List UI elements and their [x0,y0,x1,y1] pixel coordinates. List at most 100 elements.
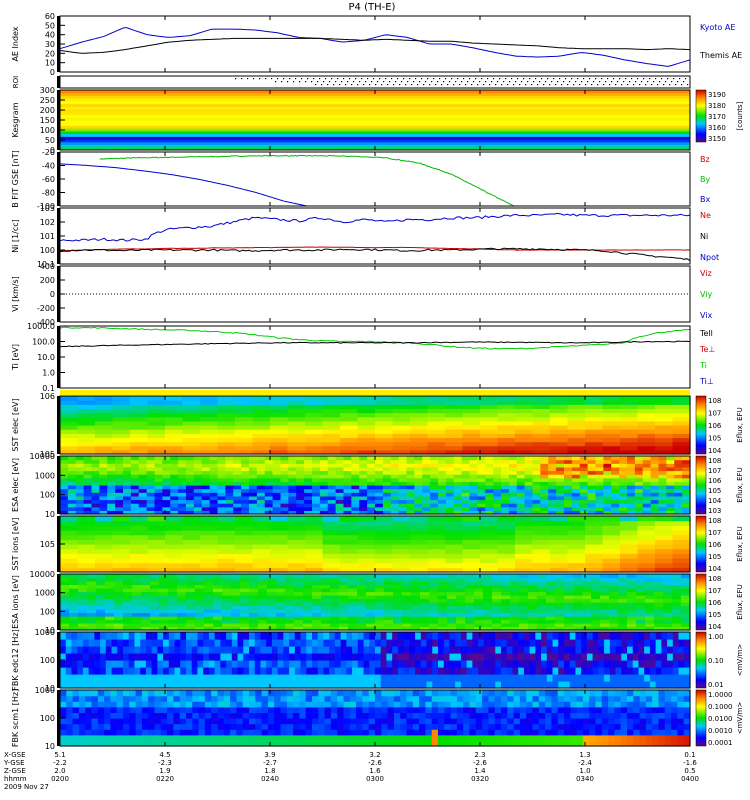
heatmap-cell [438,495,447,501]
heatmap-cell [112,520,131,526]
roi-dot [533,81,535,83]
heatmap-cell [672,558,691,564]
heatmap-cell [200,548,219,554]
heatmap-cell [77,396,96,401]
heatmap-cell [582,612,592,617]
heatmap-cell [510,609,520,614]
heatmap-cell [585,534,604,540]
heatmap-cell [213,623,223,628]
heatmap-cell [359,459,368,464]
heatmap-cell [548,503,557,508]
heatmap-cell [60,510,69,515]
heatmap-cell [168,605,178,610]
heatmap-cell [322,408,341,414]
heatmap-cell [340,429,359,434]
heatmap-cell [666,510,675,515]
heatmap-cell [618,623,628,628]
heatmap-cell [532,474,541,479]
heatmap-cell [681,577,691,582]
heatmap-cell [537,584,547,589]
heatmap-cell [682,488,691,493]
heatmap-cell [375,459,384,464]
heatmap-cell [564,660,571,668]
heatmap-cell [603,506,612,511]
heatmap-cell [634,485,644,490]
roi-dot [307,78,309,80]
colorbar-label: Eflux, EFU [736,526,744,561]
heatmap-cell [168,598,178,603]
heatmap-cell [663,598,673,603]
heatmap-cell [541,639,548,647]
roi-dot [455,81,457,83]
heatmap-cell [130,567,149,573]
heatmap-cell [658,477,667,482]
heatmap-cell [280,470,289,475]
heatmap-cell [497,441,516,447]
colorbar-tick-label: 106 [708,422,722,430]
heatmap-cell [60,441,79,447]
heatmap-cell [321,574,331,579]
heatmap-cell [478,646,485,654]
heatmap-cell [334,660,342,668]
heatmap-cell [483,632,491,640]
heatmap-cell [95,525,114,531]
heatmap-cell [231,612,241,617]
heatmap-cell [420,653,428,661]
heatmap-cell [510,595,520,600]
heatmap-cell [600,619,610,624]
heatmap-cell [667,632,674,640]
heatmap-cell [384,584,394,589]
heatmap-cell [369,632,376,640]
heatmap-cell [515,445,534,451]
heatmap-cell [69,595,79,600]
heatmap-cell [357,412,376,418]
heatmap-cell [91,463,100,468]
heatmap-cell [66,718,74,725]
heatmap-cell [178,459,187,464]
heatmap-cell [123,584,133,589]
heatmap-cell [611,456,620,461]
heatmap-cell [591,623,601,628]
heatmap-cell [392,639,399,647]
heatmap-cell [287,562,306,568]
heatmap-cell [319,488,329,493]
heatmap-cell [550,520,569,526]
heatmap-cell [532,553,551,559]
colorbar-label: Eflux, EFU [736,584,744,619]
heatmap-cell [472,681,479,689]
heatmap-cell [591,598,601,603]
heatmap-cell [462,420,481,426]
roi-dot [325,78,327,80]
heatmap-cell [148,718,156,725]
heatmap-cell [681,605,691,610]
heatmap-cell [540,470,549,475]
heatmap-cell [456,577,466,582]
heatmap-cell [285,612,295,617]
heatmap-cell [83,459,93,464]
heatmap-cell [681,591,691,596]
heatmap-cell [532,425,551,430]
heatmap-cell [340,646,347,654]
heatmap-cell [115,481,124,486]
heatmap-cell [384,602,394,607]
heatmap-cell [335,492,345,497]
roi-dot [587,81,589,83]
heatmap-cell [579,485,589,490]
heatmap-cell [132,581,142,586]
heatmap-cell [497,445,516,451]
heatmap-cell [231,646,239,654]
heatmap-cell [519,588,529,593]
heatmap-cell [351,495,360,501]
heatmap-cell [667,667,674,675]
heatmap-cell [130,558,149,564]
heatmap-cell [340,639,347,647]
heatmap-cell [603,463,612,468]
heatmap-cell [252,520,271,526]
heatmap-cell [252,396,271,401]
roi-dot [567,84,569,86]
heatmap-cell [140,639,147,647]
heatmap-cell [77,416,96,422]
heatmap-cell [123,456,132,461]
heatmap-cell [200,539,219,545]
heatmap-cell [174,653,181,661]
